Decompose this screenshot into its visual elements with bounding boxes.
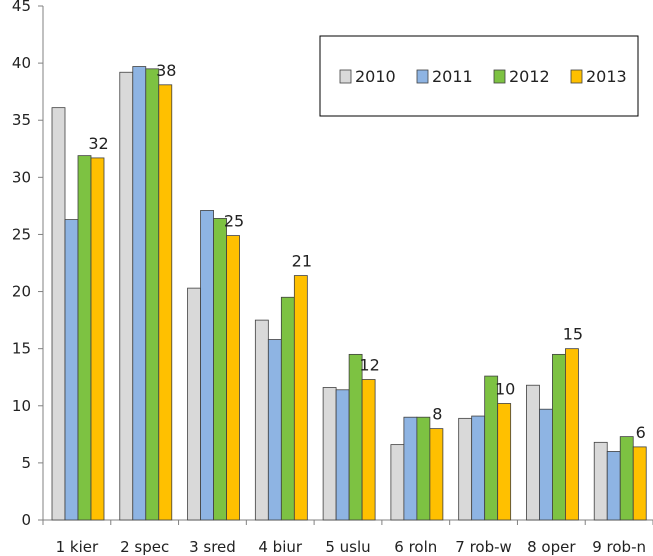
data-labels: 32 38 25 21 12 8 10 15 6 <box>88 61 645 442</box>
y-tick-label: 15 <box>12 340 31 358</box>
legend-swatch-2011 <box>416 69 429 84</box>
bar-2010-6 <box>390 444 405 521</box>
legend-label-2013: 2013 <box>586 67 627 86</box>
data-label: 8 <box>432 405 442 424</box>
bar-2013-5 <box>361 379 376 521</box>
y-tick-label: 40 <box>12 54 31 72</box>
y-tick-label: 5 <box>21 454 31 472</box>
bars <box>51 66 647 521</box>
bar-2011-1 <box>64 219 79 521</box>
bar-2013-2 <box>158 84 173 521</box>
bar-2012-2 <box>145 68 160 521</box>
bar-2011-6 <box>403 416 418 521</box>
legend-swatch-2013 <box>570 69 583 84</box>
bar-2013-7 <box>497 403 512 521</box>
bar-2011-5 <box>335 389 350 521</box>
x-tick-label: 4 biur <box>258 538 303 556</box>
bar-2010-3 <box>187 287 201 521</box>
y-tick-label: 0 <box>21 511 31 529</box>
y-tick-label: 10 <box>12 397 31 415</box>
y-tick-label: 25 <box>12 225 31 243</box>
legend-swatch-2010 <box>339 69 352 84</box>
x-tick-label: 7 rob-w <box>455 538 512 556</box>
bar-2013-3 <box>226 235 240 521</box>
bar-2011-2 <box>132 66 147 521</box>
data-label: 12 <box>359 356 379 375</box>
bar-2010-9 <box>593 441 608 521</box>
data-label: 10 <box>495 379 515 398</box>
legend-swatch-2012 <box>493 69 506 84</box>
bar-2013-4 <box>293 275 308 521</box>
bar-2012-3 <box>213 218 227 521</box>
data-label: 25 <box>224 212 244 231</box>
legend-label-2010: 2010 <box>355 67 396 86</box>
x-tick-label: 6 roln <box>394 538 437 556</box>
y-tick-label: 30 <box>12 168 31 186</box>
legend-label-2012: 2012 <box>509 67 550 86</box>
bar-2011-9 <box>606 451 621 521</box>
legend: 2010 2011 2012 2013 <box>319 35 639 117</box>
bar-2013-6 <box>429 428 444 521</box>
x-tick-label: 1 kier <box>56 538 99 556</box>
y-tick-label: 45 <box>12 0 31 15</box>
bar-2012-9 <box>619 436 634 521</box>
legend-label-2011: 2011 <box>432 67 473 86</box>
bar-2011-8 <box>539 408 553 521</box>
x-tick-label: 2 spec <box>120 538 169 556</box>
bar-2012-8 <box>552 353 566 521</box>
bar-2010-1 <box>51 107 66 521</box>
data-label: 38 <box>156 61 176 80</box>
bar-2012-1 <box>77 155 92 521</box>
bar-2012-4 <box>280 296 295 521</box>
data-label: 21 <box>292 252 312 271</box>
axes: 0 5 10 15 20 25 30 35 40 45 1 kier 2 spec 3 sred 4 bi… <box>12 0 653 556</box>
bar-2011-7 <box>471 415 486 521</box>
bar-2011-4 <box>267 339 282 521</box>
bar-2010-4 <box>254 319 269 521</box>
bar-2010-2 <box>119 71 134 521</box>
y-tick-label: 20 <box>12 283 31 301</box>
bar-2010-8 <box>526 384 540 521</box>
data-label: 6 <box>636 423 646 442</box>
bar-2013-9 <box>632 446 647 521</box>
data-label: 32 <box>88 134 108 153</box>
bar-2010-7 <box>458 417 473 521</box>
data-label: 15 <box>563 325 583 344</box>
legend-box <box>319 35 639 117</box>
bar-2011-3 <box>200 210 214 521</box>
bar-2012-6 <box>416 416 431 521</box>
x-tick-label: 5 uslu <box>325 538 370 556</box>
x-tick-label: 9 rob-n <box>592 538 646 556</box>
bar-2013-8 <box>565 348 579 521</box>
y-tick-label: 35 <box>12 111 31 129</box>
bar-2012-5 <box>348 353 363 521</box>
bar-2010-5 <box>322 387 337 521</box>
x-tick-label: 3 sred <box>189 538 236 556</box>
x-tick-label: 8 oper <box>527 538 576 556</box>
bar-2013-1 <box>90 157 105 521</box>
